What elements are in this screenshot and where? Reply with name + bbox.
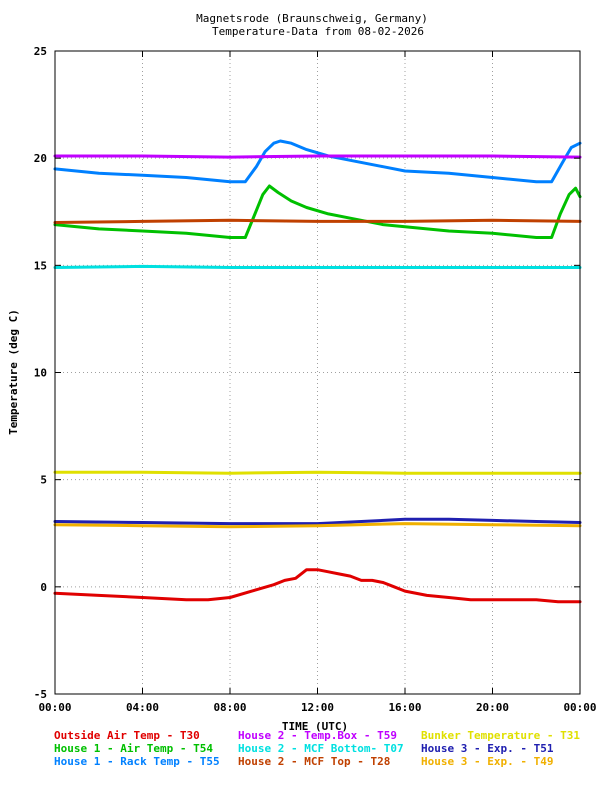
chart-title: Magnetsrode (Braunschweig, Germany) bbox=[196, 12, 428, 25]
series-line-t28 bbox=[53, 218, 582, 224]
series-line-t49 bbox=[53, 522, 582, 529]
legend-entry: House 1 - Air Temp - T54 bbox=[54, 742, 213, 755]
legend-entry: House 2 - MCF Bottom- T07 bbox=[238, 742, 404, 755]
x-tick-label: 04:00 bbox=[126, 701, 159, 714]
y-tick-label: 25 bbox=[34, 45, 47, 58]
x-tick-label: 00:00 bbox=[38, 701, 71, 714]
y-axis-label: Temperature (deg C) bbox=[7, 309, 20, 435]
y-tick-label: 20 bbox=[34, 152, 47, 165]
series-line-t31 bbox=[53, 470, 582, 475]
y-tick-label: 10 bbox=[34, 367, 47, 380]
y-tick-label: 15 bbox=[34, 259, 47, 272]
series-line-t59 bbox=[53, 154, 582, 159]
y-tick-label: 0 bbox=[40, 581, 47, 594]
x-axis-label: TIME (UTC) bbox=[282, 720, 348, 733]
chart-subtitle: Temperature-Data from 08-02-2026 bbox=[212, 25, 424, 38]
series-line-t30 bbox=[53, 568, 582, 604]
legend-entry: Bunker Temperature - T31 bbox=[421, 729, 580, 742]
y-tick-label: 5 bbox=[40, 474, 47, 487]
y-tick-label: -5 bbox=[34, 688, 47, 701]
legend-entry: House 3 - Exp. - T49 bbox=[421, 755, 553, 768]
x-tick-label: 16:00 bbox=[388, 701, 421, 714]
x-tick-label: 00:00 bbox=[563, 701, 596, 714]
series-layer bbox=[53, 139, 582, 604]
legend-entry: Outside Air Temp - T30 bbox=[54, 729, 200, 742]
x-tick-label: 20:00 bbox=[476, 701, 509, 714]
x-tick-label: 12:00 bbox=[301, 701, 334, 714]
legend: Outside Air Temp - T30 House 2 - Temp.Box… bbox=[54, 729, 580, 768]
legend-entry: House 1 - Rack Temp - T55 bbox=[54, 755, 220, 768]
series-line-t51 bbox=[53, 517, 582, 526]
series-line-t07 bbox=[53, 264, 582, 269]
ticks-layer: 00:00 04:00 08:00 12:00 16:00 20:00 00:00-5051… bbox=[34, 45, 597, 714]
legend-entry: House 3 - Exp. - T51 bbox=[421, 742, 554, 755]
series-line-t55 bbox=[53, 139, 582, 184]
series-line-t54 bbox=[53, 184, 582, 239]
x-tick-label: 08:00 bbox=[213, 701, 246, 714]
legend-entry: House 2 - Temp.Box - T59 bbox=[238, 729, 397, 742]
legend-entry: House 2 - MCF Top - T28 bbox=[238, 755, 390, 768]
